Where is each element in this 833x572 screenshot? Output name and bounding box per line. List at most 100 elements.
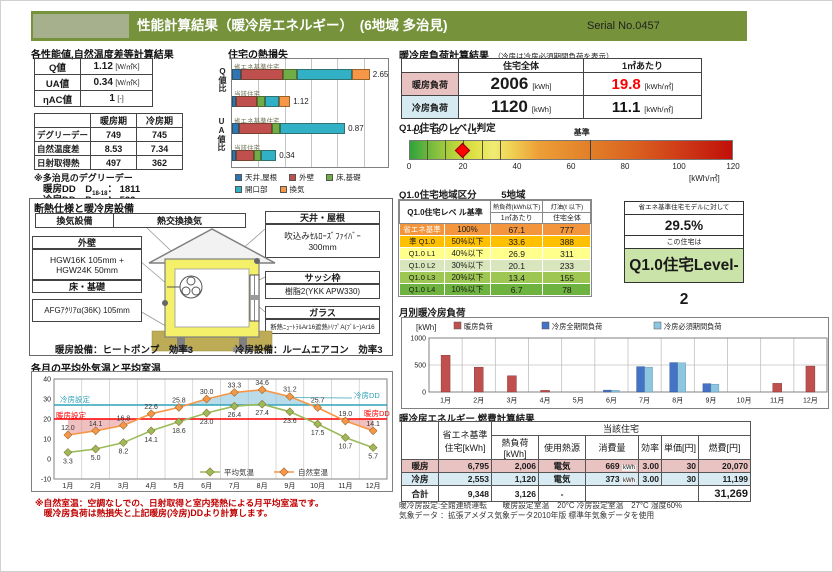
logo-placeholder: [33, 14, 129, 38]
bar-segment: [232, 150, 236, 161]
glass-spec: 断熱ﾆｭｰﾄﾗﾙAr16遮熱ﾄﾘﾌﾟA(ﾌﾞﾙｰ)Ar16: [265, 319, 380, 334]
x-tick-label: 11月: [770, 397, 784, 405]
y-tick-label: 20: [43, 417, 51, 424]
data-marker: [230, 388, 239, 397]
data-label: 23.0: [200, 419, 214, 426]
cooling-load-label: 冷房負荷: [401, 95, 459, 119]
data-label: 23.6: [283, 418, 297, 425]
house-diagram: [148, 228, 276, 352]
legend-marker: [279, 467, 289, 477]
cell: 745: [136, 127, 184, 142]
performance-values-table: Q値 1.12 [W/㎡K] UA値 0.34 [W/㎡K] ηAC値 1 [-…: [34, 58, 153, 107]
perf-heading: 各性能値,自然温度差等計算結果: [31, 50, 174, 61]
x-tick-label: 7月: [639, 397, 650, 405]
legend-swatch: [653, 321, 662, 330]
oil-col-header: 灯油(ℓ 以下): [542, 200, 592, 213]
data-label: 16.8: [117, 415, 131, 422]
legend-label: 自然室温: [298, 467, 328, 477]
heating-bar: [540, 390, 550, 393]
series-line: [67, 388, 374, 436]
load-result-table: 住宅全体 1㎡あたり 暖房負荷 2006 [kWh] 19.8 [kWh/㎡] 冷房…: [401, 58, 702, 119]
x-tick-label: 5月: [173, 482, 184, 490]
bar-segment: [282, 69, 297, 80]
consumption-cell: 373 kWh: [585, 472, 639, 486]
temp-note-1: ※自然室温：空調なしでの、日射取得と室内発熱による月平均室温です。: [35, 498, 324, 508]
bar-total: 0.34: [279, 151, 295, 160]
stacked-bar: [232, 96, 291, 107]
level-judgment: Q1.0住宅のレベル判定 [kWh/㎡] L4 L3 L2 L1 基準 0 20 40 60 80…: [399, 120, 749, 184]
bar-segment: [232, 69, 242, 80]
data-marker: [313, 419, 322, 429]
x-tick-label: 11月: [338, 482, 352, 490]
tick-label: 40: [512, 162, 522, 171]
cooling-total-bar: [636, 366, 645, 393]
bar-segment: [351, 69, 370, 80]
tick-label: 0: [406, 162, 412, 171]
insulation-section: 断熱仕様と暖冷房設備 換気設備 熱交換換気 天井・屋根 吹込みｾﾙﾛｰｽﾞﾌｧｲ…: [29, 198, 393, 356]
row-label: デグリーデー: [33, 127, 92, 142]
bar-segment: [280, 123, 346, 134]
stacked-bar: [232, 69, 370, 80]
heating-bar: [507, 375, 517, 393]
cell: [401, 58, 459, 73]
data-marker: [146, 426, 156, 436]
data-marker: [174, 417, 184, 427]
cooling-required-bar: [644, 366, 653, 393]
page-title: 性能計算結果（暖冷房エネルギー） (6地域 多治見): [137, 18, 448, 33]
data-marker: [202, 394, 211, 404]
cell: [401, 421, 439, 460]
x-tick-label: 10月: [737, 397, 752, 405]
data-label: 8.2: [119, 449, 129, 456]
cooling-set-label: 冷房設定: [60, 394, 90, 404]
tick-label: 60: [566, 162, 576, 171]
x-tick-label: 6月: [606, 397, 617, 405]
q-value: 1.12 [W/㎡K]: [80, 58, 153, 75]
data-label: 34.6: [255, 380, 269, 387]
y-tick-label: 500: [414, 363, 426, 370]
temperature-chart: 3.3 5.0 8.2 14.1 18.6 23.0 26.4 27.4 23.6 17.5 10.…: [31, 371, 393, 492]
load-heading: 暖冷房負荷計算結果: [399, 51, 489, 62]
legend-swatch: [279, 186, 287, 193]
cell: 497: [90, 155, 138, 170]
level-name: 準 Q1.0: [399, 235, 445, 248]
bar-total: 2.65: [372, 70, 389, 79]
stacked-bar: [232, 123, 346, 134]
level-table-main-header: Q1.0住宅レベ ル基準: [399, 200, 491, 224]
data-label: 14.1: [89, 421, 103, 428]
ua-value: 0.34 [W/㎡K]: [80, 74, 153, 91]
level-label: 基準: [573, 128, 590, 137]
legend-swatch: [453, 321, 462, 330]
x-tick-label: 9月: [705, 397, 716, 405]
eta-ac-value: 1 [-]: [80, 90, 153, 107]
cell: [584, 485, 700, 502]
sash-spec: 樹脂2(YKK APW330): [265, 284, 380, 299]
monthly-chart-heading: 月別暖冷房負荷: [399, 308, 466, 319]
season-table: 暖房期 冷房期 デグリーデー 749 745 自然温度差 8.53 7.34 日…: [33, 113, 184, 170]
y-tick-label: -10: [41, 477, 51, 484]
gridline: [337, 59, 339, 167]
data-marker: [285, 392, 295, 401]
level-label: L3: [431, 127, 441, 136]
data-marker: [202, 408, 211, 418]
bar-segment: [296, 69, 352, 80]
stacked-bar: [232, 150, 277, 161]
floor-spec: AFGｱｸﾘｱα(36K) 105mm: [32, 299, 142, 322]
bar-label: 省エネ基準住宅: [234, 64, 280, 71]
energy-note-1: 暖冷房設定:全館連続運転 暖房設定室温 20°C 冷房設定室温 27°C 湿度6…: [399, 501, 683, 510]
x-tick-label: 8月: [257, 482, 268, 490]
roof: [148, 228, 276, 264]
cooling-equipment: 冷房設備：ルームエアコン 効率3: [235, 345, 383, 356]
heatloss-legend-row2: 開口部 換気: [235, 184, 305, 195]
level-name: Q1.0 L3: [399, 271, 445, 284]
energy-cost-table: 省エネ基準住宅[kWh] 当該住宅 熱負荷[kWh] 使用熱源 消費量 効率 単…: [401, 421, 752, 502]
row-label: 日射取得熱: [33, 155, 92, 170]
bar-label: 当該住宅: [234, 145, 260, 152]
data-label: 3.3: [63, 458, 73, 465]
data-label: 30.0: [200, 389, 214, 396]
data-marker: [257, 385, 267, 395]
data-marker: [91, 444, 100, 454]
data-label: 14.1: [144, 437, 158, 444]
x-tick-label: 7月: [229, 482, 240, 490]
cell: 362: [136, 155, 184, 170]
y-tick-label: 40: [43, 377, 51, 384]
